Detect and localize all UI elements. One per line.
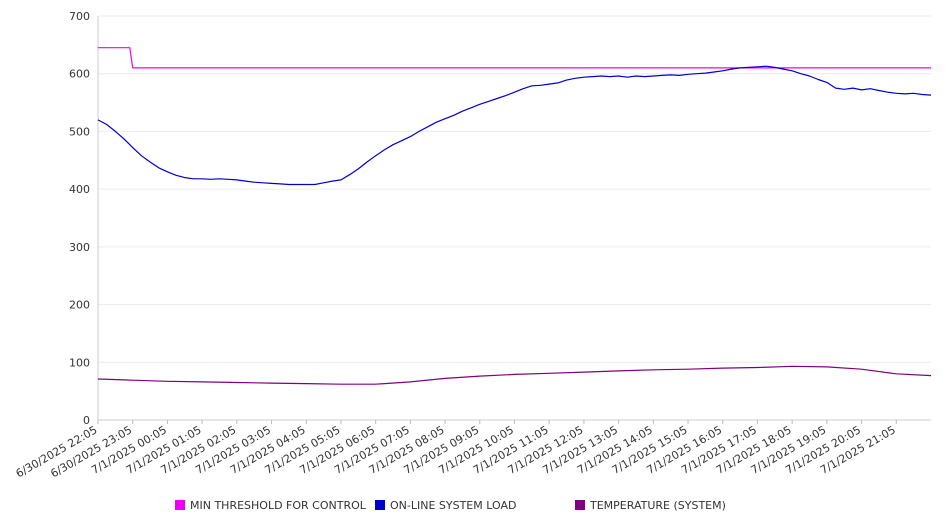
legend-swatch-min-threshold: [175, 500, 185, 510]
series-line-temperature: [97, 365, 932, 385]
series-line-system-load: [97, 65, 932, 186]
y-tick-label: 100: [69, 356, 90, 369]
legend-label-system-load: ON-LINE SYSTEM LOAD: [390, 498, 517, 512]
legend-item-min-threshold: MIN THRESHOLD FOR CONTROL: [175, 498, 366, 512]
legend-item-system-load: ON-LINE SYSTEM LOAD: [375, 498, 516, 512]
y-tick-label: 600: [69, 68, 90, 81]
y-tick-label: 400: [69, 183, 90, 196]
legend-swatch-system-load: [375, 500, 385, 510]
y-tick-label: 200: [69, 299, 90, 312]
legend-label-temperature: TEMPERATURE (SYSTEM): [590, 498, 726, 512]
series-line-min-threshold: [98, 47, 931, 69]
legend-swatch-temperature: [575, 500, 585, 510]
legend-item-temperature: TEMPERATURE (SYSTEM): [575, 498, 726, 512]
legend-label-min-threshold: MIN THRESHOLD FOR CONTROL: [190, 498, 366, 512]
y-tick-label: 700: [69, 10, 90, 23]
y-tick-label: 500: [69, 125, 90, 138]
y-tick-label: 300: [69, 241, 90, 254]
y-tick-label: 0: [83, 414, 90, 427]
